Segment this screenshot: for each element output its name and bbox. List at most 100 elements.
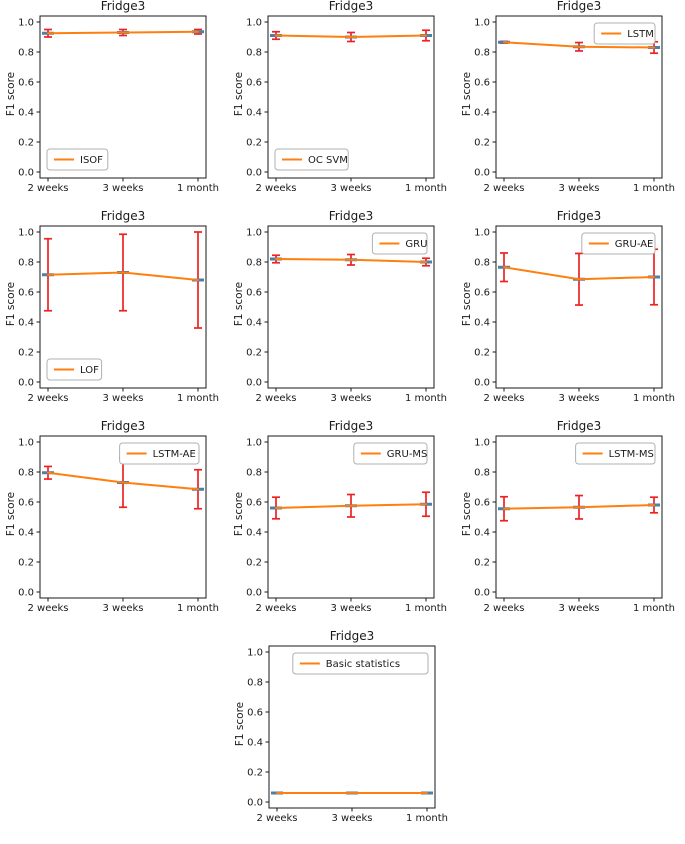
y-tick-label: 0.0 bbox=[474, 588, 490, 599]
y-tick-label: 0.6 bbox=[474, 288, 490, 299]
y-tick-label: 0.4 bbox=[474, 108, 490, 119]
legend: LSTM-MS bbox=[575, 442, 656, 465]
chart-isof-canvas: Fridge3 F1 score 0.0 0.2 0.4 0.6 0.8 1.0 2 weeks… bbox=[5, 0, 219, 194]
y-tick-label: 0.0 bbox=[18, 378, 34, 389]
legend-label: LSTM-MS bbox=[609, 449, 654, 460]
chart-lstm-ae-canvas: Fridge3 F1 score 0.0 0.2 0.4 0.6 0.8 1.0 2 weeks… bbox=[5, 419, 219, 614]
y-tick-label: 1.0 bbox=[18, 18, 34, 29]
x-tick-label: 1 month bbox=[405, 183, 447, 194]
y-axis-label: F1 score bbox=[234, 702, 246, 746]
y-tick-label: 0.6 bbox=[246, 498, 262, 509]
subplot-basic-statistics: Fridge3 F1 score 0.0 0.2 0.4 0.6 0.8 1.0 2 weeks… bbox=[229, 629, 457, 840]
legend-label: OC SVM bbox=[308, 155, 348, 166]
y-tick-label: 1.0 bbox=[474, 228, 490, 239]
y-tick-label: 0.0 bbox=[247, 798, 263, 809]
y-tick-label: 0.6 bbox=[18, 498, 34, 509]
y-tick-label: 0.4 bbox=[18, 318, 34, 329]
chart-basic-statistics-canvas: Fridge3 F1 score 0.0 0.2 0.4 0.6 0.8 1.0 2 weeks… bbox=[234, 629, 448, 824]
y-tick-label: 0.2 bbox=[246, 558, 262, 569]
subplot-gru-ms: Fridge3 F1 score 0.0 0.2 0.4 0.6 0.8 1.0 2 weeks… bbox=[228, 419, 456, 630]
x-tick-label: 3 weeks bbox=[330, 393, 371, 404]
subplot-oc-svm: Fridge3 F1 score 0.0 0.2 0.4 0.6 0.8 1.0 2 weeks… bbox=[228, 0, 456, 210]
y-tick-label: 0.8 bbox=[474, 468, 490, 479]
y-tick-label: 0.4 bbox=[474, 528, 490, 539]
x-tick-label: 2 weeks bbox=[483, 183, 524, 194]
y-tick-label: 0.6 bbox=[246, 288, 262, 299]
y-tick-label: 0.8 bbox=[18, 48, 34, 59]
y-tick-label: 0.0 bbox=[246, 588, 262, 599]
x-tick-label: 3 weeks bbox=[558, 603, 599, 614]
series-line bbox=[503, 266, 655, 281]
y-tick-label: 0.4 bbox=[246, 528, 262, 539]
x-tick-label: 1 month bbox=[633, 603, 675, 614]
y-tick-label: 0.0 bbox=[246, 168, 262, 179]
y-tick-label: 0.2 bbox=[474, 558, 490, 569]
subplot-lstm-ae: Fridge3 F1 score 0.0 0.2 0.4 0.6 0.8 1.0 2 weeks… bbox=[0, 419, 228, 630]
y-tick-label: 0.8 bbox=[474, 48, 490, 59]
legend: OC SVM bbox=[274, 148, 349, 171]
x-tick-label: 2 weeks bbox=[27, 603, 68, 614]
y-axis-label: F1 score bbox=[461, 72, 473, 116]
y-tick-label: 0.4 bbox=[18, 108, 34, 119]
chart-gru-ae-canvas: Fridge3 F1 score 0.0 0.2 0.4 0.6 0.8 1.0 2 weeks… bbox=[461, 209, 675, 404]
y-axis-label: F1 score bbox=[461, 492, 473, 536]
x-tick-label: 2 weeks bbox=[256, 813, 297, 824]
x-tick-label: 3 weeks bbox=[330, 183, 371, 194]
chart-title: Fridge3 bbox=[557, 210, 602, 223]
y-tick-label: 0.4 bbox=[18, 528, 34, 539]
chart-title: Fridge3 bbox=[101, 420, 146, 433]
x-tick-label: 2 weeks bbox=[27, 393, 68, 404]
legend-label: ISOF bbox=[80, 155, 103, 166]
x-tick-label: 3 weeks bbox=[102, 603, 143, 614]
legend-label: LSTM-AE bbox=[153, 449, 196, 460]
x-tick-label: 1 month bbox=[633, 393, 675, 404]
y-tick-label: 0.2 bbox=[246, 138, 262, 149]
chart-oc-svm-canvas: Fridge3 F1 score 0.0 0.2 0.4 0.6 0.8 1.0 2 weeks… bbox=[233, 0, 447, 194]
legend-label: LOF bbox=[80, 365, 99, 376]
x-tick-label: 3 weeks bbox=[102, 393, 143, 404]
chart-title: Fridge3 bbox=[329, 210, 374, 223]
y-tick-label: 1.0 bbox=[246, 228, 262, 239]
legend: LOF bbox=[46, 358, 103, 381]
x-tick-label: 2 weeks bbox=[483, 393, 524, 404]
y-axis-label: F1 score bbox=[233, 492, 245, 536]
legend-box bbox=[46, 358, 103, 381]
y-tick-label: 0.2 bbox=[474, 138, 490, 149]
y-tick-label: 1.0 bbox=[474, 438, 490, 449]
x-tick-label: 2 weeks bbox=[27, 183, 68, 194]
y-tick-label: 0.2 bbox=[18, 138, 34, 149]
y-tick-label: 0.8 bbox=[246, 48, 262, 59]
subplot-gru-ae: Fridge3 F1 score 0.0 0.2 0.4 0.6 0.8 1.0 2 weeks… bbox=[456, 209, 684, 420]
y-tick-label: 1.0 bbox=[247, 648, 263, 659]
x-tick-label: 3 weeks bbox=[558, 393, 599, 404]
legend-label: Basic statistics bbox=[325, 659, 399, 670]
x-tick-label: 1 month bbox=[177, 603, 219, 614]
y-tick-label: 0.6 bbox=[246, 78, 262, 89]
chart-title: Fridge3 bbox=[329, 0, 374, 13]
y-tick-label: 0.0 bbox=[474, 378, 490, 389]
y-axis-label: F1 score bbox=[5, 282, 17, 326]
legend-box bbox=[581, 232, 656, 255]
chart-title: Fridge3 bbox=[329, 420, 374, 433]
chart-title: Fridge3 bbox=[101, 210, 146, 223]
y-tick-label: 0.4 bbox=[246, 318, 262, 329]
legend-box bbox=[371, 232, 428, 255]
x-tick-label: 2 weeks bbox=[255, 393, 296, 404]
y-tick-label: 1.0 bbox=[246, 18, 262, 29]
y-tick-label: 1.0 bbox=[474, 18, 490, 29]
x-tick-label: 1 month bbox=[405, 393, 447, 404]
legend: LSTM bbox=[593, 22, 656, 45]
x-tick-label: 3 weeks bbox=[102, 183, 143, 194]
y-tick-label: 0.0 bbox=[474, 168, 490, 179]
x-tick-label: 3 weeks bbox=[331, 813, 372, 824]
x-tick-label: 1 month bbox=[405, 603, 447, 614]
y-tick-label: 0.6 bbox=[18, 78, 34, 89]
y-axis-label: F1 score bbox=[461, 282, 473, 326]
y-tick-label: 0.6 bbox=[247, 708, 263, 719]
subplot-lstm: Fridge3 F1 score 0.0 0.2 0.4 0.6 0.8 1.0 2 weeks… bbox=[456, 0, 684, 210]
legend-box bbox=[46, 148, 109, 171]
y-tick-label: 0.6 bbox=[474, 78, 490, 89]
series-line bbox=[503, 504, 655, 510]
x-tick-label: 3 weeks bbox=[558, 183, 599, 194]
